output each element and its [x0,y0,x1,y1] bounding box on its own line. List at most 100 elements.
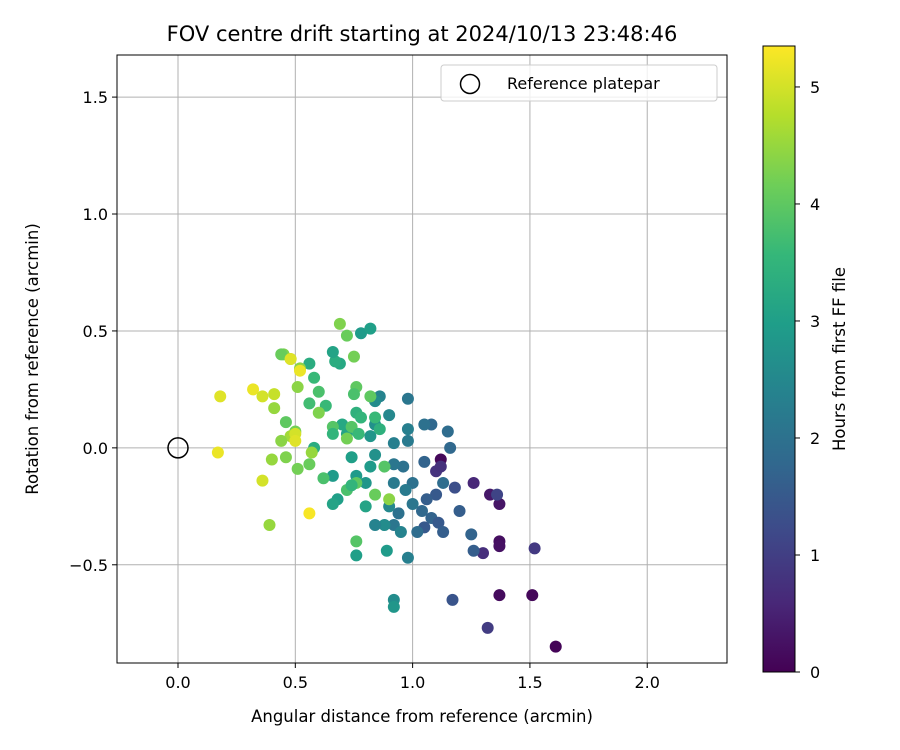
data-point [411,526,424,539]
data-point [434,460,447,473]
colorbar-tick-label: 1 [810,546,820,565]
x-axis-label: Angular distance from reference (arcmin) [251,707,593,726]
data-point [373,423,386,436]
y-axis-ticks: −0.5 0.0 0.5 1.0 1.5 [69,88,117,575]
data-point [326,469,339,482]
data-point [446,593,459,606]
data-point [211,446,224,459]
plot-frame [116,54,728,664]
x-tick-label: 1.0 [400,673,425,692]
data-point [329,355,342,368]
data-point [416,505,428,517]
x-tick-label: 0.5 [283,673,308,692]
data-point [380,544,393,557]
data-point [418,418,431,431]
data-point [453,505,466,517]
data-point [467,544,480,557]
x-tick-label: 0.0 [165,673,190,692]
x-tick-label: 1.5 [517,673,542,692]
data-points [211,317,562,653]
data-point [247,383,260,396]
data-point [364,460,377,473]
legend: Reference platepar [440,64,718,102]
data-point [284,353,297,365]
x-axis-ticks: 0.0 0.5 1.0 1.5 2.0 [165,663,660,692]
data-point [387,600,400,613]
data-point [333,317,346,330]
data-point [312,385,325,398]
data-point [526,589,539,602]
data-point [418,455,431,468]
data-point [493,540,506,553]
data-point [369,411,382,424]
legend-box [440,64,718,102]
data-point [303,397,316,410]
data-point [350,549,363,562]
colorbar-tick-label: 3 [810,312,820,331]
data-point [340,329,353,342]
data-point [326,497,339,510]
data-point [350,535,363,548]
data-point [401,392,414,405]
legend-label-reference: Reference platepar [507,74,660,93]
data-point [275,434,288,447]
data-point [467,476,480,489]
data-point [359,476,372,489]
x-tick-label: 2.0 [635,673,660,692]
data-point [392,507,405,520]
data-point [291,462,304,475]
data-point [345,451,358,464]
data-point [303,507,316,520]
data-point [399,483,412,496]
data-point [303,458,316,471]
reference-point [167,437,189,459]
data-point [378,519,391,532]
data-point [308,371,321,384]
data-point [387,476,400,489]
data-point [369,448,382,461]
data-point [303,357,316,370]
data-point [279,416,292,429]
data-point [397,460,410,473]
data-point [326,427,339,440]
data-point [387,458,400,471]
y-tick-label: 1.0 [83,205,108,224]
data-point [401,551,414,564]
data-point [369,488,382,501]
data-point [528,542,541,555]
data-point [268,402,281,415]
data-point [268,388,281,401]
data-point [491,488,504,501]
data-point [477,547,489,560]
data-point [401,423,414,436]
data-point [355,327,367,340]
data-point [387,437,400,450]
data-point [481,621,494,634]
colorbar-tick-label: 2 [810,429,820,448]
data-point [294,364,306,377]
data-point [493,589,506,602]
data-point [444,441,457,454]
grid-lines [117,55,727,663]
data-point [265,453,278,466]
data-point [406,497,419,510]
data-point [394,526,407,539]
data-point [291,381,304,394]
data-point [493,497,506,510]
legend-marker-reference [459,73,481,95]
data-point [340,432,353,445]
data-point [432,516,445,529]
colorbar: 0 1 2 3 4 5 Hours from first FF file [762,45,849,682]
data-point [448,481,461,494]
data-point [437,526,450,539]
data-point [352,427,365,440]
data-point [214,390,227,403]
colorbar-gradient [762,45,796,673]
data-point [279,451,292,464]
reference-platepar-marker [167,437,189,459]
data-point [347,388,360,401]
colorbar-ticks: 0 1 2 3 4 5 [795,78,820,682]
data-point [364,390,377,403]
data-point [549,640,562,653]
